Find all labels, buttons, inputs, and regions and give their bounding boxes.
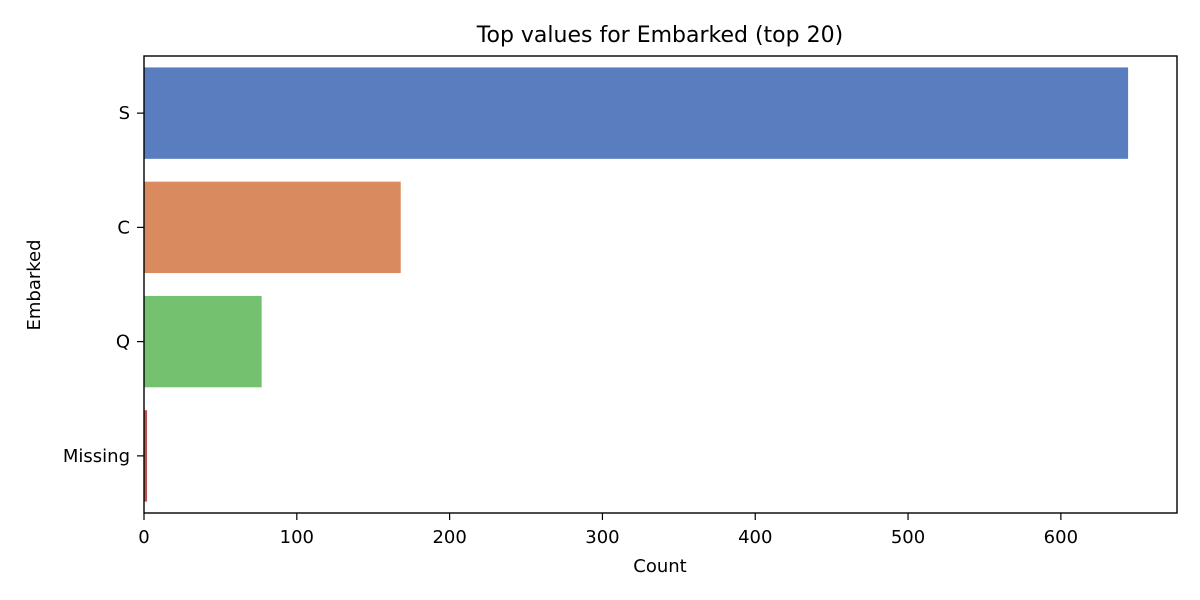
x-axis: 0 100 200 300 400 500 600 [138,513,1078,548]
x-tick-label: 100 [280,527,314,548]
y-tick-label: Missing [63,446,130,467]
x-tick-label: 300 [585,527,619,548]
bar-missing [144,410,148,502]
y-tick-label: C [117,217,130,238]
x-tick-label: 0 [138,527,149,548]
x-tick-label: 500 [891,527,925,548]
x-axis-label: Count [633,556,686,577]
x-tick-label: 400 [738,527,772,548]
bar-q [144,295,262,388]
x-tick-label: 600 [1044,527,1078,548]
bar-c [144,181,401,274]
x-tick-label: 200 [432,527,466,548]
bars-group [144,67,1129,502]
chart-title: Top values for Embarked (top 20) [476,23,843,48]
y-axis-label: Embarked [24,239,45,330]
y-tick-label: S [119,103,130,124]
bar-s [144,67,1129,159]
plot-frame [143,55,1178,514]
y-axis: S C Q Missing [63,103,144,467]
y-tick-label: Q [116,332,130,353]
